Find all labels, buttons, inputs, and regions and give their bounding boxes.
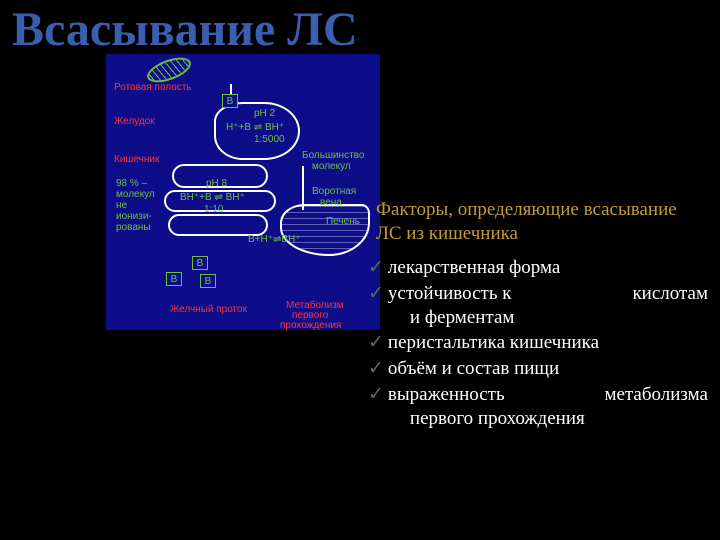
diagram-text: pH 8 [206, 178, 227, 189]
diagram-text: 98 % – [116, 178, 147, 189]
diagram-text: молекул [116, 189, 155, 200]
bullet-text: устойчивость ккислотами ферментам [388, 282, 708, 330]
diagram-text: 1:10 [204, 204, 223, 215]
diagram-text: вена [320, 197, 342, 208]
diagram-text: Большинство [302, 150, 364, 161]
diagram-text: ВН⁺+В ⇌ ВН⁺ [180, 192, 245, 203]
bullet-item: ✓перистальтика кишечника [368, 331, 708, 355]
diagram-text: 1:5000 [254, 134, 285, 145]
check-icon: ✓ [368, 282, 384, 306]
bullet-item: ✓выраженностьметаболизмапервого прохожде… [368, 383, 708, 431]
check-icon: ✓ [368, 357, 384, 381]
diagram-label: Ротовая полость [114, 82, 192, 93]
check-icon: ✓ [368, 256, 384, 280]
intestine-segment [168, 214, 268, 236]
diagram-label: Желудок [114, 116, 155, 127]
bullet-text: перистальтика кишечника [388, 331, 708, 355]
absorption-diagram: Ротовая полость Желудок Кишечник Желчный пр… [106, 54, 380, 330]
diagram-text: рованы [116, 222, 151, 233]
diagram-text: Печень [326, 216, 360, 227]
bullet-item: ✓объём и состав пищи [368, 357, 708, 381]
diagram-text: ионизи- [116, 211, 152, 222]
b-box: В [192, 256, 208, 270]
liver-outline [280, 204, 370, 256]
diagram-text: молекул [312, 161, 351, 172]
bullet-item: ✓устойчивость ккислотами ферментам [368, 282, 708, 330]
bullet-text: выраженностьметаболизмапервого прохожден… [388, 383, 708, 431]
diagram-text: Воротная [312, 186, 356, 197]
diagram-text: H⁺+В ⇌ ВН⁺ [226, 122, 284, 133]
flow-line [302, 166, 304, 210]
subtitle: Факторы, определяющие всасывание ЛС из к… [376, 198, 706, 246]
bullet-text: лекарственная форма [388, 256, 708, 280]
slide-title: Всасывание ЛС [12, 6, 358, 54]
diagram-label: прохождения [280, 320, 341, 331]
check-icon: ✓ [368, 383, 384, 407]
diagram-label: Кишечник [114, 154, 159, 165]
bullet-text: объём и состав пищи [388, 357, 708, 381]
diagram-text: В+Н⁺⇌ВН⁺ [248, 234, 301, 245]
diagram-text: не [116, 200, 127, 211]
diagram-label: Желчный проток [170, 304, 247, 315]
bullet-list: ✓лекарственная форма✓устойчивость ккисло… [368, 256, 708, 432]
b-box: В [222, 94, 238, 108]
bullet-item: ✓лекарственная форма [368, 256, 708, 280]
diagram-text: pH 2 [254, 108, 275, 119]
b-box: В [166, 272, 182, 286]
b-box: В [200, 274, 216, 288]
check-icon: ✓ [368, 331, 384, 355]
